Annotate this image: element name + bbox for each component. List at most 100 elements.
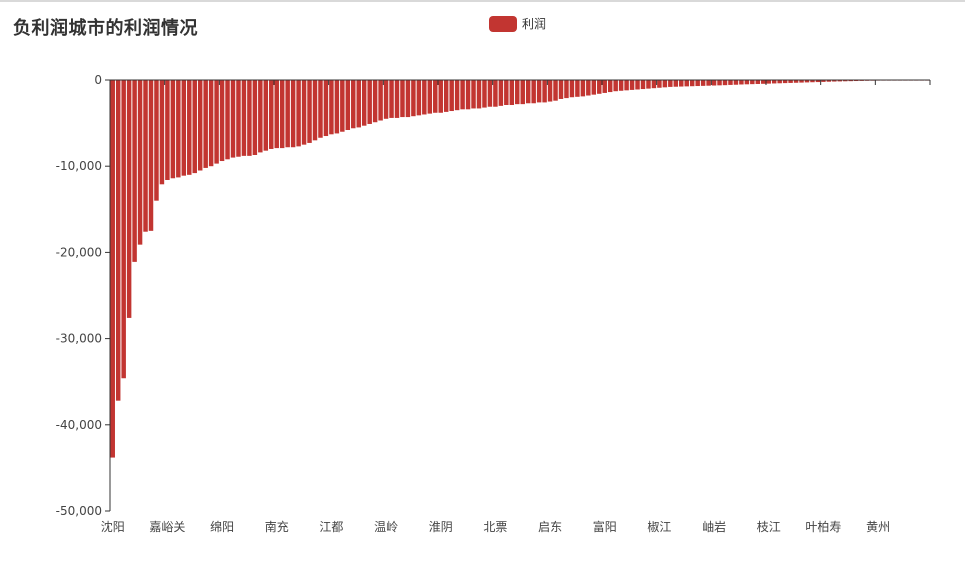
bar[interactable] xyxy=(394,80,400,118)
bar[interactable] xyxy=(422,80,427,115)
bar[interactable] xyxy=(651,80,657,89)
bar[interactable] xyxy=(766,80,771,84)
bar[interactable] xyxy=(427,80,433,114)
bar[interactable] xyxy=(706,80,711,86)
bar[interactable] xyxy=(591,80,597,95)
bar[interactable] xyxy=(165,80,170,180)
bar[interactable] xyxy=(848,80,853,82)
bar[interactable] xyxy=(487,80,493,107)
bar[interactable] xyxy=(258,80,263,153)
bar[interactable] xyxy=(804,80,810,83)
bar[interactable] xyxy=(547,80,553,102)
bar[interactable] xyxy=(115,80,121,401)
bar[interactable] xyxy=(416,80,422,116)
bar[interactable] xyxy=(711,80,717,86)
bar[interactable] xyxy=(733,80,739,85)
bar[interactable] xyxy=(542,80,547,103)
bar[interactable] xyxy=(815,80,821,83)
bar[interactable] xyxy=(159,80,165,185)
bar[interactable] xyxy=(367,80,372,124)
bar[interactable] xyxy=(460,80,465,110)
bar[interactable] xyxy=(137,80,143,245)
bar[interactable] xyxy=(531,80,536,104)
bar[interactable] xyxy=(345,80,351,130)
bar[interactable] xyxy=(553,80,558,101)
bar[interactable] xyxy=(285,80,290,148)
bar[interactable] xyxy=(700,80,706,86)
bar[interactable] xyxy=(662,80,668,88)
bar[interactable] xyxy=(471,80,476,109)
bar[interactable] xyxy=(657,80,662,88)
bar[interactable] xyxy=(383,80,389,119)
bar[interactable] xyxy=(482,80,487,108)
bar[interactable] xyxy=(498,80,504,106)
bar[interactable] xyxy=(356,80,361,128)
bar[interactable] xyxy=(810,80,815,83)
bar[interactable] xyxy=(853,80,859,82)
bar[interactable] xyxy=(788,80,793,83)
bar[interactable] xyxy=(793,80,799,83)
bar[interactable] xyxy=(454,80,460,111)
bar[interactable] xyxy=(509,80,515,105)
bar[interactable] xyxy=(143,80,148,232)
bar[interactable] xyxy=(525,80,531,104)
bar[interactable] xyxy=(695,80,700,87)
bar[interactable] xyxy=(340,80,345,132)
bar[interactable] xyxy=(323,80,329,137)
bar[interactable] xyxy=(230,80,236,158)
bar[interactable] xyxy=(782,80,788,84)
bar[interactable] xyxy=(613,80,618,92)
bar[interactable] xyxy=(296,80,301,147)
bar[interactable] xyxy=(607,80,613,93)
bar[interactable] xyxy=(493,80,498,107)
bar[interactable] xyxy=(247,80,252,156)
bar[interactable] xyxy=(389,80,394,118)
bar[interactable] xyxy=(635,80,640,90)
bar[interactable] xyxy=(843,80,848,82)
bar[interactable] xyxy=(236,80,241,157)
bar[interactable] xyxy=(504,80,509,105)
bar[interactable] xyxy=(187,80,192,175)
bar[interactable] xyxy=(203,80,208,168)
bar[interactable] xyxy=(443,80,449,112)
bar[interactable] xyxy=(575,80,580,97)
bar[interactable] xyxy=(214,80,219,164)
bar[interactable] xyxy=(646,80,651,89)
bar[interactable] xyxy=(307,80,312,143)
bar[interactable] xyxy=(684,80,689,87)
bar[interactable] xyxy=(586,80,591,96)
bar[interactable] xyxy=(208,80,214,167)
bar[interactable] xyxy=(689,80,695,87)
bar[interactable] xyxy=(821,80,826,82)
bar[interactable] xyxy=(192,80,197,174)
bar[interactable] xyxy=(837,80,843,82)
bar[interactable] xyxy=(629,80,635,90)
bar[interactable] xyxy=(580,80,586,97)
bar[interactable] xyxy=(301,80,307,145)
bar[interactable] xyxy=(110,80,115,458)
bar[interactable] xyxy=(761,80,766,84)
bar[interactable] xyxy=(618,80,624,91)
bar[interactable] xyxy=(826,80,832,82)
bar[interactable] xyxy=(400,80,405,118)
bar[interactable] xyxy=(755,80,761,84)
bar[interactable] xyxy=(679,80,684,87)
bar[interactable] xyxy=(640,80,646,90)
bar[interactable] xyxy=(799,80,804,83)
bar[interactable] xyxy=(225,80,230,160)
bar[interactable] xyxy=(520,80,525,105)
bar[interactable] xyxy=(148,80,154,231)
bar[interactable] xyxy=(744,80,750,85)
bar[interactable] xyxy=(624,80,629,91)
bar[interactable] xyxy=(290,80,296,148)
bar[interactable] xyxy=(126,80,132,318)
bar[interactable] xyxy=(312,80,318,141)
bar[interactable] xyxy=(739,80,744,85)
bar[interactable] xyxy=(318,80,323,138)
bar[interactable] xyxy=(438,80,443,113)
bar[interactable] xyxy=(181,80,187,176)
bar[interactable] xyxy=(219,80,225,162)
bar[interactable] xyxy=(197,80,203,171)
bar[interactable] xyxy=(121,80,126,379)
bar[interactable] xyxy=(569,80,575,98)
